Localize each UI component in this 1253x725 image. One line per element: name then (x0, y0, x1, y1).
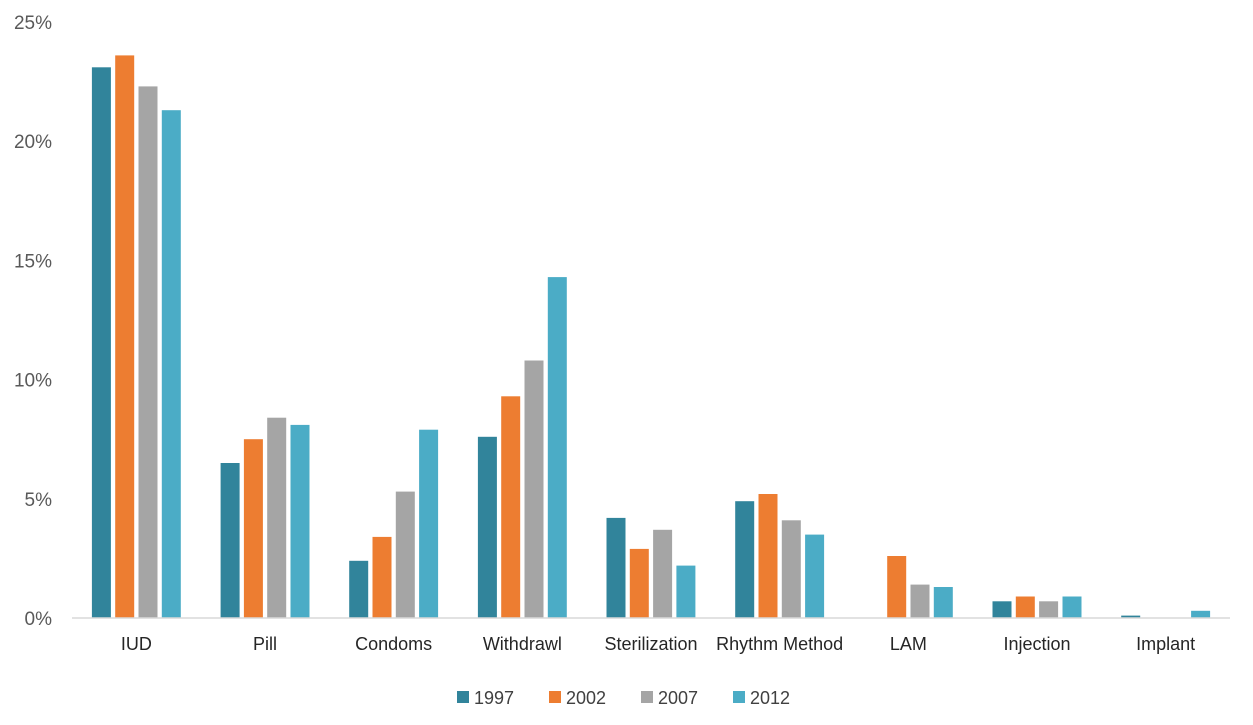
bar (267, 417, 287, 618)
bar (91, 67, 111, 619)
bar (419, 429, 439, 618)
legend-label: 2012 (750, 688, 790, 708)
x-category-label: Withdrawl (483, 634, 562, 654)
bar (758, 494, 778, 618)
bar (887, 556, 907, 618)
bar (805, 534, 825, 618)
x-category-label: Condoms (355, 634, 432, 654)
bar (1191, 610, 1211, 618)
bar (524, 360, 544, 618)
bar (477, 436, 497, 618)
x-category-label: Injection (1003, 634, 1070, 654)
bar (372, 536, 392, 618)
y-axis-tick-labels: 0% 5% 10% 15% 20% 25% (14, 13, 52, 630)
bar (290, 424, 310, 618)
bar (933, 587, 953, 618)
x-category-label: IUD (121, 634, 152, 654)
bar (910, 584, 930, 618)
x-category-label: Pill (253, 634, 277, 654)
x-category-label: Implant (1136, 634, 1195, 654)
bar (1039, 601, 1059, 618)
legend-swatch (549, 691, 561, 703)
bar (992, 601, 1012, 618)
y-tick-label: 10% (14, 371, 52, 392)
y-tick-label: 20% (14, 132, 52, 153)
x-category-label: Rhythm Method (716, 634, 843, 654)
bar (735, 501, 755, 618)
bar (629, 548, 649, 618)
bar (1015, 596, 1035, 618)
bar (138, 86, 158, 618)
bar (243, 439, 263, 618)
bar (547, 277, 567, 618)
bar (115, 55, 135, 618)
bar (220, 463, 240, 618)
legend-swatch (457, 691, 469, 703)
legend: 1997 2002 2007 2012 (457, 688, 790, 708)
bar (676, 565, 696, 618)
bar (606, 517, 626, 618)
bar (349, 560, 369, 618)
y-tick-label: 15% (14, 251, 52, 272)
bars-group (91, 55, 1211, 619)
legend-swatch (733, 691, 745, 703)
x-axis-category-labels: IUD Pill Condoms Withdrawl Sterilization Rhyt… (121, 634, 1195, 654)
bar (501, 396, 521, 618)
x-category-label: LAM (890, 634, 927, 654)
y-tick-label: 5% (25, 490, 53, 511)
bar (653, 529, 673, 618)
bar (1121, 615, 1141, 618)
legend-swatch (641, 691, 653, 703)
bar (781, 520, 801, 618)
legend-label: 2002 (566, 688, 606, 708)
bar (161, 110, 181, 618)
x-category-label: Sterilization (604, 634, 697, 654)
legend-label: 1997 (474, 688, 514, 708)
legend-label: 2007 (658, 688, 698, 708)
y-tick-label: 0% (25, 609, 53, 630)
bar (1062, 596, 1082, 618)
y-tick-label: 25% (14, 13, 52, 34)
bar (395, 491, 415, 618)
